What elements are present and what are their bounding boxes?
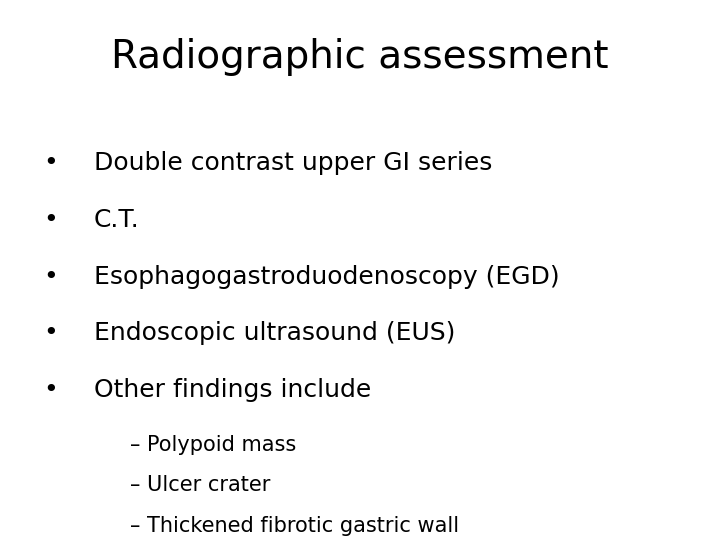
Text: – Thickened fibrotic gastric wall: – Thickened fibrotic gastric wall [130, 516, 459, 536]
Text: – Ulcer crater: – Ulcer crater [130, 475, 270, 495]
Text: •: • [43, 151, 58, 175]
Text: Endoscopic ultrasound (EUS): Endoscopic ultrasound (EUS) [94, 321, 455, 345]
Text: Radiographic assessment: Radiographic assessment [112, 38, 608, 76]
Text: •: • [43, 265, 58, 288]
Text: Other findings include: Other findings include [94, 378, 371, 402]
Text: •: • [43, 378, 58, 402]
Text: C.T.: C.T. [94, 208, 140, 232]
Text: Esophagogastroduodenoscopy (EGD): Esophagogastroduodenoscopy (EGD) [94, 265, 559, 288]
Text: •: • [43, 208, 58, 232]
Text: •: • [43, 321, 58, 345]
Text: – Polypoid mass: – Polypoid mass [130, 435, 296, 455]
Text: Double contrast upper GI series: Double contrast upper GI series [94, 151, 492, 175]
